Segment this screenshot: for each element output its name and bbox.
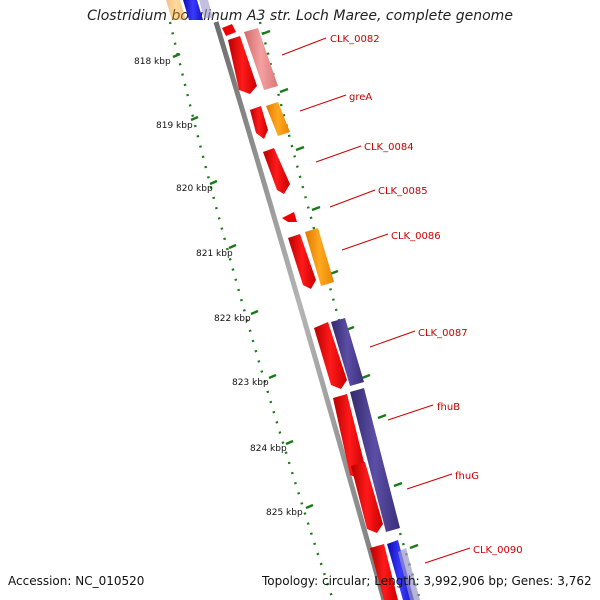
ruler-tick	[209, 179, 218, 186]
ruler-labels: 818 kbp 819 kbp 820 kbp 821 kbp 822 kbp …	[134, 57, 303, 518]
leader-line	[341, 233, 389, 251]
outer-ruler-tick	[393, 481, 403, 488]
gene-label: fhuG	[455, 471, 479, 482]
ruler-label: 821 kbp	[196, 249, 233, 259]
ruler-label: 823 kbp	[232, 378, 269, 388]
outer-ruler-tick	[409, 543, 419, 550]
gene-arrow-CLK_0084	[263, 148, 290, 194]
gene-label: greA	[349, 92, 372, 103]
leader-line	[369, 330, 416, 348]
ruler-label: 825 kbp	[266, 508, 303, 518]
leader-line	[281, 37, 327, 56]
ruler-tick	[228, 243, 237, 250]
gene-box-CLK_0087	[331, 318, 364, 386]
ruler-label: 824 kbp	[250, 444, 287, 454]
gene-label: CLK_0087	[418, 328, 468, 339]
gene-box-fhuB	[350, 388, 400, 532]
ruler-tick	[285, 439, 294, 446]
ruler-tick	[172, 52, 181, 59]
label-leader-lines	[281, 37, 471, 564]
ruler-label: 818 kbp	[134, 57, 171, 67]
leader-line	[329, 189, 376, 208]
outer-ruler-tick	[295, 145, 305, 152]
small-feature	[222, 24, 236, 36]
gene-arrow-greA	[250, 106, 268, 139]
ruler-tick	[268, 373, 277, 380]
ruler-label: 820 kbp	[176, 184, 213, 194]
gene-labels: CLK_0082 greA CLK_0084 CLK_0085 CLK_0086…	[330, 34, 523, 556]
feature-bar	[199, 0, 213, 18]
gc-skew-track-inner	[168, 21, 335, 600]
genome-summary-text: Topology: circular; Length: 3,992,906 bp…	[262, 574, 592, 588]
genome-backbone	[213, 21, 387, 600]
ruler-tick	[305, 503, 314, 510]
gene-label: CLK_0082	[330, 34, 380, 45]
gene-label: CLK_0086	[391, 231, 441, 242]
gene-box-greA	[266, 102, 290, 136]
gene-arrow-CLK_0086	[288, 234, 316, 289]
ruler-tick	[250, 309, 259, 316]
gene-arrow-CLK_0082	[228, 36, 257, 94]
gene-arrow-CLK_0087	[314, 322, 347, 389]
gene-arrow-fhuG	[351, 462, 383, 533]
gene-label: CLK_0084	[364, 142, 414, 153]
gene-box-CLK_0082	[244, 28, 278, 90]
leader-line	[387, 404, 434, 421]
feature-bar	[183, 0, 203, 20]
gene-label: fhuB	[437, 402, 460, 413]
leader-line	[424, 547, 471, 564]
accession-text: Accession: NC_010520	[8, 574, 145, 588]
outer-ruler-tick	[377, 413, 387, 420]
feature-bar	[166, 0, 186, 20]
gene-box-CLK_0090-light	[398, 548, 420, 600]
gene-arrow-fhuB	[333, 394, 366, 479]
gene-arrow-CLK_0090	[370, 544, 398, 600]
outer-ruler-tick	[361, 373, 371, 380]
gene-box-CLK_0086	[305, 228, 334, 286]
gene-label: CLK_0090	[473, 545, 523, 556]
leader-line	[406, 473, 453, 490]
outer-ruler-tick	[279, 87, 289, 94]
leader-line	[315, 145, 362, 163]
outer-ruler-tick	[261, 29, 271, 36]
ruler-label: 819 kbp	[156, 121, 193, 131]
ruler-label: 822 kbp	[214, 314, 251, 324]
gene-features	[222, 24, 420, 600]
gene-arrow-CLK_0085	[282, 212, 297, 222]
outer-ruler-tick	[311, 205, 321, 212]
gene-label: CLK_0085	[378, 186, 428, 197]
top-edge-features	[166, 0, 213, 20]
leader-line	[299, 94, 347, 112]
ruler-tick	[190, 115, 199, 122]
